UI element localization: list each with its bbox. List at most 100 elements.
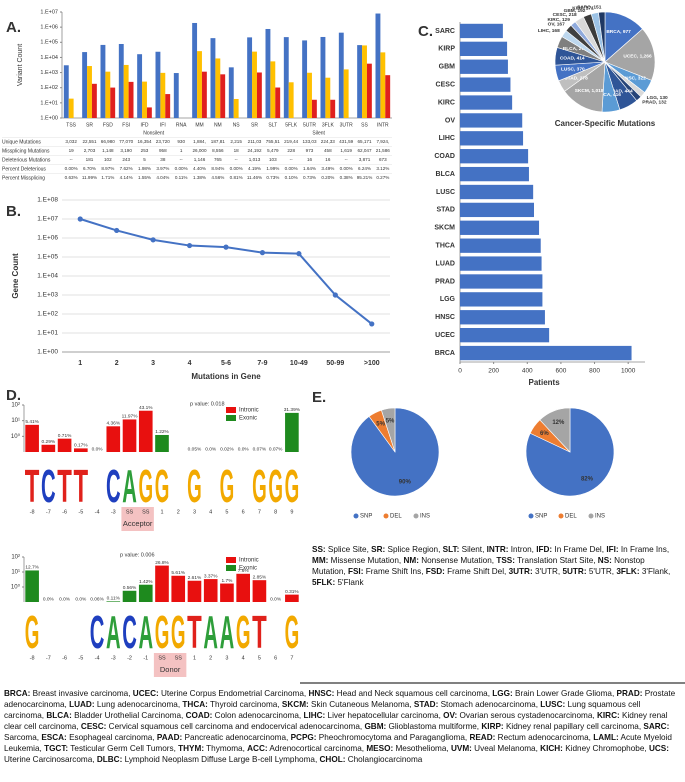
x-axis-label: Mutations in Gene	[191, 372, 261, 381]
mutation-abbreviations: SS: Splice Site, SR: Splice Region, SLT:…	[312, 544, 680, 588]
y-tick-label: 1.E+04	[37, 273, 58, 280]
value-label: 5.41%	[25, 419, 39, 425]
abbreviation: COAD:	[185, 711, 213, 720]
bar	[160, 72, 166, 118]
abbreviation-text: 3'Flank,	[639, 567, 671, 576]
bar	[138, 584, 153, 602]
abbreviation: DLBC:	[96, 755, 123, 764]
bar	[122, 590, 137, 602]
table-cell: 6.70%	[83, 166, 96, 171]
table-cell: 77,070	[119, 139, 133, 144]
value-label: 0.02%	[220, 446, 234, 452]
abbreviation-text: In Frame Del,	[552, 545, 607, 554]
x-tick-label: IFI	[160, 122, 166, 128]
bar	[68, 98, 74, 118]
abbreviation: KIRC:	[596, 711, 620, 720]
x-tick-label: 4	[242, 655, 245, 661]
table-cell: 1.99%	[266, 166, 279, 171]
legend-swatch	[226, 557, 236, 563]
table-cell: --	[235, 157, 239, 162]
x-tick-label: FSI	[122, 122, 130, 128]
bar	[460, 310, 545, 325]
x-tick-label: SS	[126, 509, 134, 515]
bar	[25, 424, 39, 452]
logo-letter: G	[25, 606, 40, 658]
legend-swatch	[588, 513, 594, 519]
x-tick-label: -2	[127, 655, 132, 661]
slice-label: PRAD, 132	[642, 100, 667, 106]
value-label: 0.17%	[74, 443, 88, 449]
logo-letter: T	[57, 460, 72, 512]
x-tick-label: 5	[225, 509, 228, 515]
table-cell: 1.38%	[193, 175, 206, 180]
logo-letter: G	[285, 606, 300, 658]
abbreviation-text: Kidney renal papillary cell carcinoma,	[503, 722, 644, 731]
bar	[460, 23, 503, 39]
logo-letter: C	[122, 606, 137, 658]
bar	[460, 131, 524, 146]
logo-letter: A	[106, 606, 121, 658]
x-tick-label: -8	[30, 509, 35, 515]
table-cell: 0.10%	[285, 175, 298, 180]
x-tick-label: 2	[115, 360, 119, 367]
abbreviation: SKCM:	[281, 700, 309, 709]
x-tick-label: -5	[78, 509, 83, 515]
abbreviation: SLT:	[442, 545, 460, 554]
abbreviation: 3UTR:	[508, 567, 533, 576]
y-tick-label: PRAD	[435, 278, 455, 285]
value-label: 0.29%	[42, 439, 56, 445]
y-tick-label: 1.E+07	[37, 216, 58, 223]
x-tick-label: 50-99	[326, 360, 344, 367]
abbreviation-text: Stomach adenocarcinoma,	[438, 700, 541, 709]
slice-label: OV, 167	[548, 22, 565, 28]
value-label: 7.6%	[238, 568, 250, 574]
x-tick-label: 0	[458, 368, 462, 375]
bar	[236, 573, 250, 602]
table-cell: 22,551	[82, 139, 96, 144]
table-cell: 8.97%	[101, 166, 114, 171]
bar	[110, 87, 116, 118]
logo-letter: T	[187, 606, 202, 658]
abbreviation-text: Ovarian serous cystadenocarcinoma,	[457, 711, 597, 720]
table-cell: 5,479	[267, 148, 279, 153]
table-cell: 3.97%	[156, 166, 169, 171]
abbreviation: THYM:	[178, 744, 205, 753]
bar	[460, 41, 508, 56]
bar	[41, 444, 56, 452]
y-tick-label: 1.E+00	[37, 349, 58, 356]
cancer-abbreviations: BRCA: Breast invasive carcinoma, UCEC: U…	[4, 688, 680, 765]
y-tick-label: SKCM	[434, 225, 455, 232]
logo-letter: G	[155, 606, 170, 658]
logo-letter: T	[25, 460, 40, 512]
table-cell: 1	[180, 148, 183, 153]
x-tick-label: FSD	[103, 122, 113, 128]
table-cell: 5	[143, 157, 146, 162]
y-tick-label: 1.E+02	[40, 85, 58, 91]
bar	[380, 52, 386, 118]
point	[114, 227, 120, 234]
y-tick-label: OV	[445, 117, 455, 124]
bar	[118, 43, 124, 118]
table-cell: 7.62%	[120, 166, 133, 171]
table-cell: 3.12%	[376, 166, 389, 171]
slice-label: COAD, 414	[560, 55, 585, 61]
bar	[330, 99, 336, 118]
abbreviation-text: Kidney Chromophobe,	[562, 744, 649, 753]
table-cell: 673	[379, 157, 387, 162]
x-tick-label: -4	[95, 509, 100, 515]
abbreviation-text: Breast invasive carcinoma,	[30, 689, 133, 698]
bar	[197, 51, 202, 119]
bar	[247, 37, 253, 118]
y-tick-label: 1.E+02	[37, 311, 58, 318]
table-row-label: Missplicing Mutations	[2, 148, 50, 154]
abbreviation: LUSC:	[540, 700, 566, 709]
slice-label: LUAD, 444	[609, 88, 633, 94]
x-tick-label: 3	[151, 360, 155, 367]
y-tick-label: 1.E+07	[40, 9, 58, 15]
bar	[220, 74, 226, 118]
logo-letter: A	[220, 606, 235, 658]
legend-label: Exonic	[239, 566, 257, 572]
x-tick-label: 1	[193, 655, 196, 661]
bar	[460, 113, 523, 128]
bar	[106, 426, 121, 452]
